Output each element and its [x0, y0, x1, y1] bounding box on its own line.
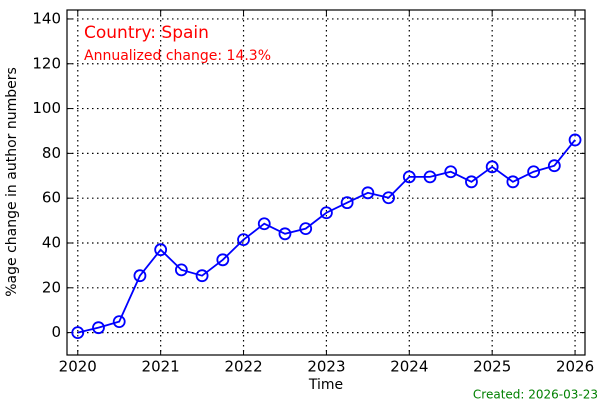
marker: [237, 233, 250, 247]
y-tick-label: 140: [32, 9, 61, 27]
x-tick-label: 2024: [390, 358, 428, 376]
marker: [423, 170, 437, 184]
y-tick-label: 40: [42, 233, 61, 251]
marker: [92, 321, 105, 335]
marker: [174, 263, 188, 277]
x-tick-label: 2020: [59, 358, 97, 376]
x-tick-label: 2021: [142, 358, 180, 376]
y-axis-label: %age change in author numbers: [4, 67, 20, 297]
marker: [257, 217, 271, 231]
marker: [382, 191, 395, 205]
line: [77, 139, 576, 334]
marker: [568, 133, 582, 147]
y-tick-label: 0: [51, 323, 61, 341]
marker: [547, 159, 561, 173]
marker: [299, 222, 313, 236]
marker: [320, 206, 333, 220]
marker: [527, 165, 541, 179]
marker: [485, 160, 499, 174]
marker: [133, 269, 147, 283]
plot-frame: [66, 9, 586, 356]
x-axis-label: Time: [308, 377, 343, 393]
marker: [71, 326, 85, 339]
x-tick-label: 2026: [556, 358, 594, 376]
marker: [402, 170, 416, 184]
y-tick-label: 60: [42, 189, 61, 207]
marker: [154, 243, 168, 257]
y-tick-label: 100: [32, 99, 61, 117]
marker: [195, 269, 209, 283]
marker: [216, 253, 230, 267]
x-tick-label: 2025: [473, 358, 511, 376]
x-tick-label: 2023: [307, 358, 345, 376]
marker: [340, 196, 354, 210]
marker: [506, 175, 520, 189]
y-tick-label: 20: [42, 278, 61, 296]
marker: [361, 186, 375, 200]
annotation: Annualized change: 14.3%: [84, 48, 271, 64]
marker: [465, 175, 478, 189]
footer: Created: 2026-03-23: [473, 388, 598, 400]
marker: [278, 227, 292, 241]
y-tick-label: 120: [32, 54, 61, 72]
x-tick-label: 2022: [224, 358, 262, 376]
annotation: Country: Spain: [84, 23, 209, 43]
marker: [444, 165, 458, 179]
marker: [112, 315, 126, 329]
y-tick-label: 80: [42, 144, 61, 162]
